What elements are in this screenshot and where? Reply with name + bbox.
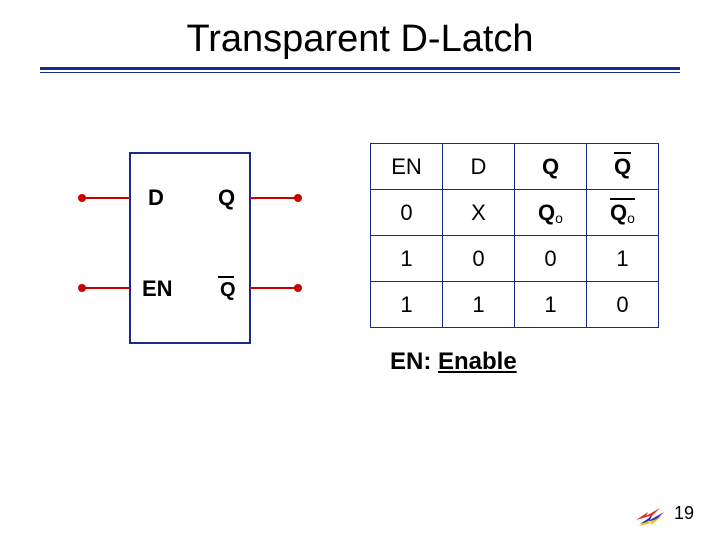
th-q-base: Q [542, 154, 559, 179]
table-row: 1 0 0 1 [371, 236, 659, 282]
cell-r0-qbar: Qo [587, 190, 659, 236]
th-qbar-base: Q [614, 154, 631, 179]
footnote-prefix: EN: [390, 348, 438, 375]
th-en: EN [371, 144, 443, 190]
label-en: EN [142, 276, 173, 301]
footnote-enable: EN: Enable [390, 348, 517, 376]
label-qbar-base: Q [220, 279, 236, 301]
cell-r0-q-sym: Qo [538, 200, 563, 226]
page-title: Transparent D-Latch [0, 0, 720, 67]
cell-r2-d: 1 [443, 282, 515, 328]
cell-r0-q-base: Q [538, 200, 555, 225]
cell-r0-qbar-sub: o [627, 210, 635, 226]
content-area: D Q EN Q EN D Q Q 0 X [0, 73, 720, 493]
footnote-text: Enable [438, 348, 517, 375]
cell-r2-q: 1 [515, 282, 587, 328]
table-row: 0 X Qo Qo [371, 190, 659, 236]
page-number: 19 [674, 503, 694, 524]
th-q-sym: Q [542, 154, 559, 180]
th-q: Q [515, 144, 587, 190]
cell-r2-en: 1 [371, 282, 443, 328]
cell-r0-qbar-overline [610, 198, 635, 200]
latch-block-diagram: D Q EN Q [70, 143, 310, 363]
th-qbar-sym: Q [614, 154, 631, 180]
cell-r0-d: X [443, 190, 515, 236]
cell-r2-qbar: 0 [587, 282, 659, 328]
cell-r1-qbar: 1 [587, 236, 659, 282]
truth-table: EN D Q Q 0 X Qo [370, 143, 659, 328]
cell-r0-en: 0 [371, 190, 443, 236]
pin-d-in [78, 194, 86, 202]
latch-body-rect [130, 153, 250, 343]
label-d: D [148, 185, 164, 210]
th-qbar-overline [614, 152, 631, 154]
pin-qbar-out [294, 284, 302, 292]
corner-arrows-icon [634, 498, 668, 528]
cell-r0-qbar-base: Q [610, 200, 627, 225]
cell-r0-q-sub: o [555, 210, 563, 226]
table-row: 1 1 1 0 [371, 282, 659, 328]
title-rule-thick [40, 67, 680, 70]
th-qbar: Q [587, 144, 659, 190]
cell-r1-en: 1 [371, 236, 443, 282]
cell-r0-q: Qo [515, 190, 587, 236]
th-d: D [443, 144, 515, 190]
cell-r1-d: 0 [443, 236, 515, 282]
label-q: Q [218, 185, 235, 210]
pin-q-out [294, 194, 302, 202]
table-header-row: EN D Q Q [371, 144, 659, 190]
cell-r1-q: 0 [515, 236, 587, 282]
pin-en-in [78, 284, 86, 292]
cell-r0-qbar-sym: Qo [610, 200, 635, 226]
